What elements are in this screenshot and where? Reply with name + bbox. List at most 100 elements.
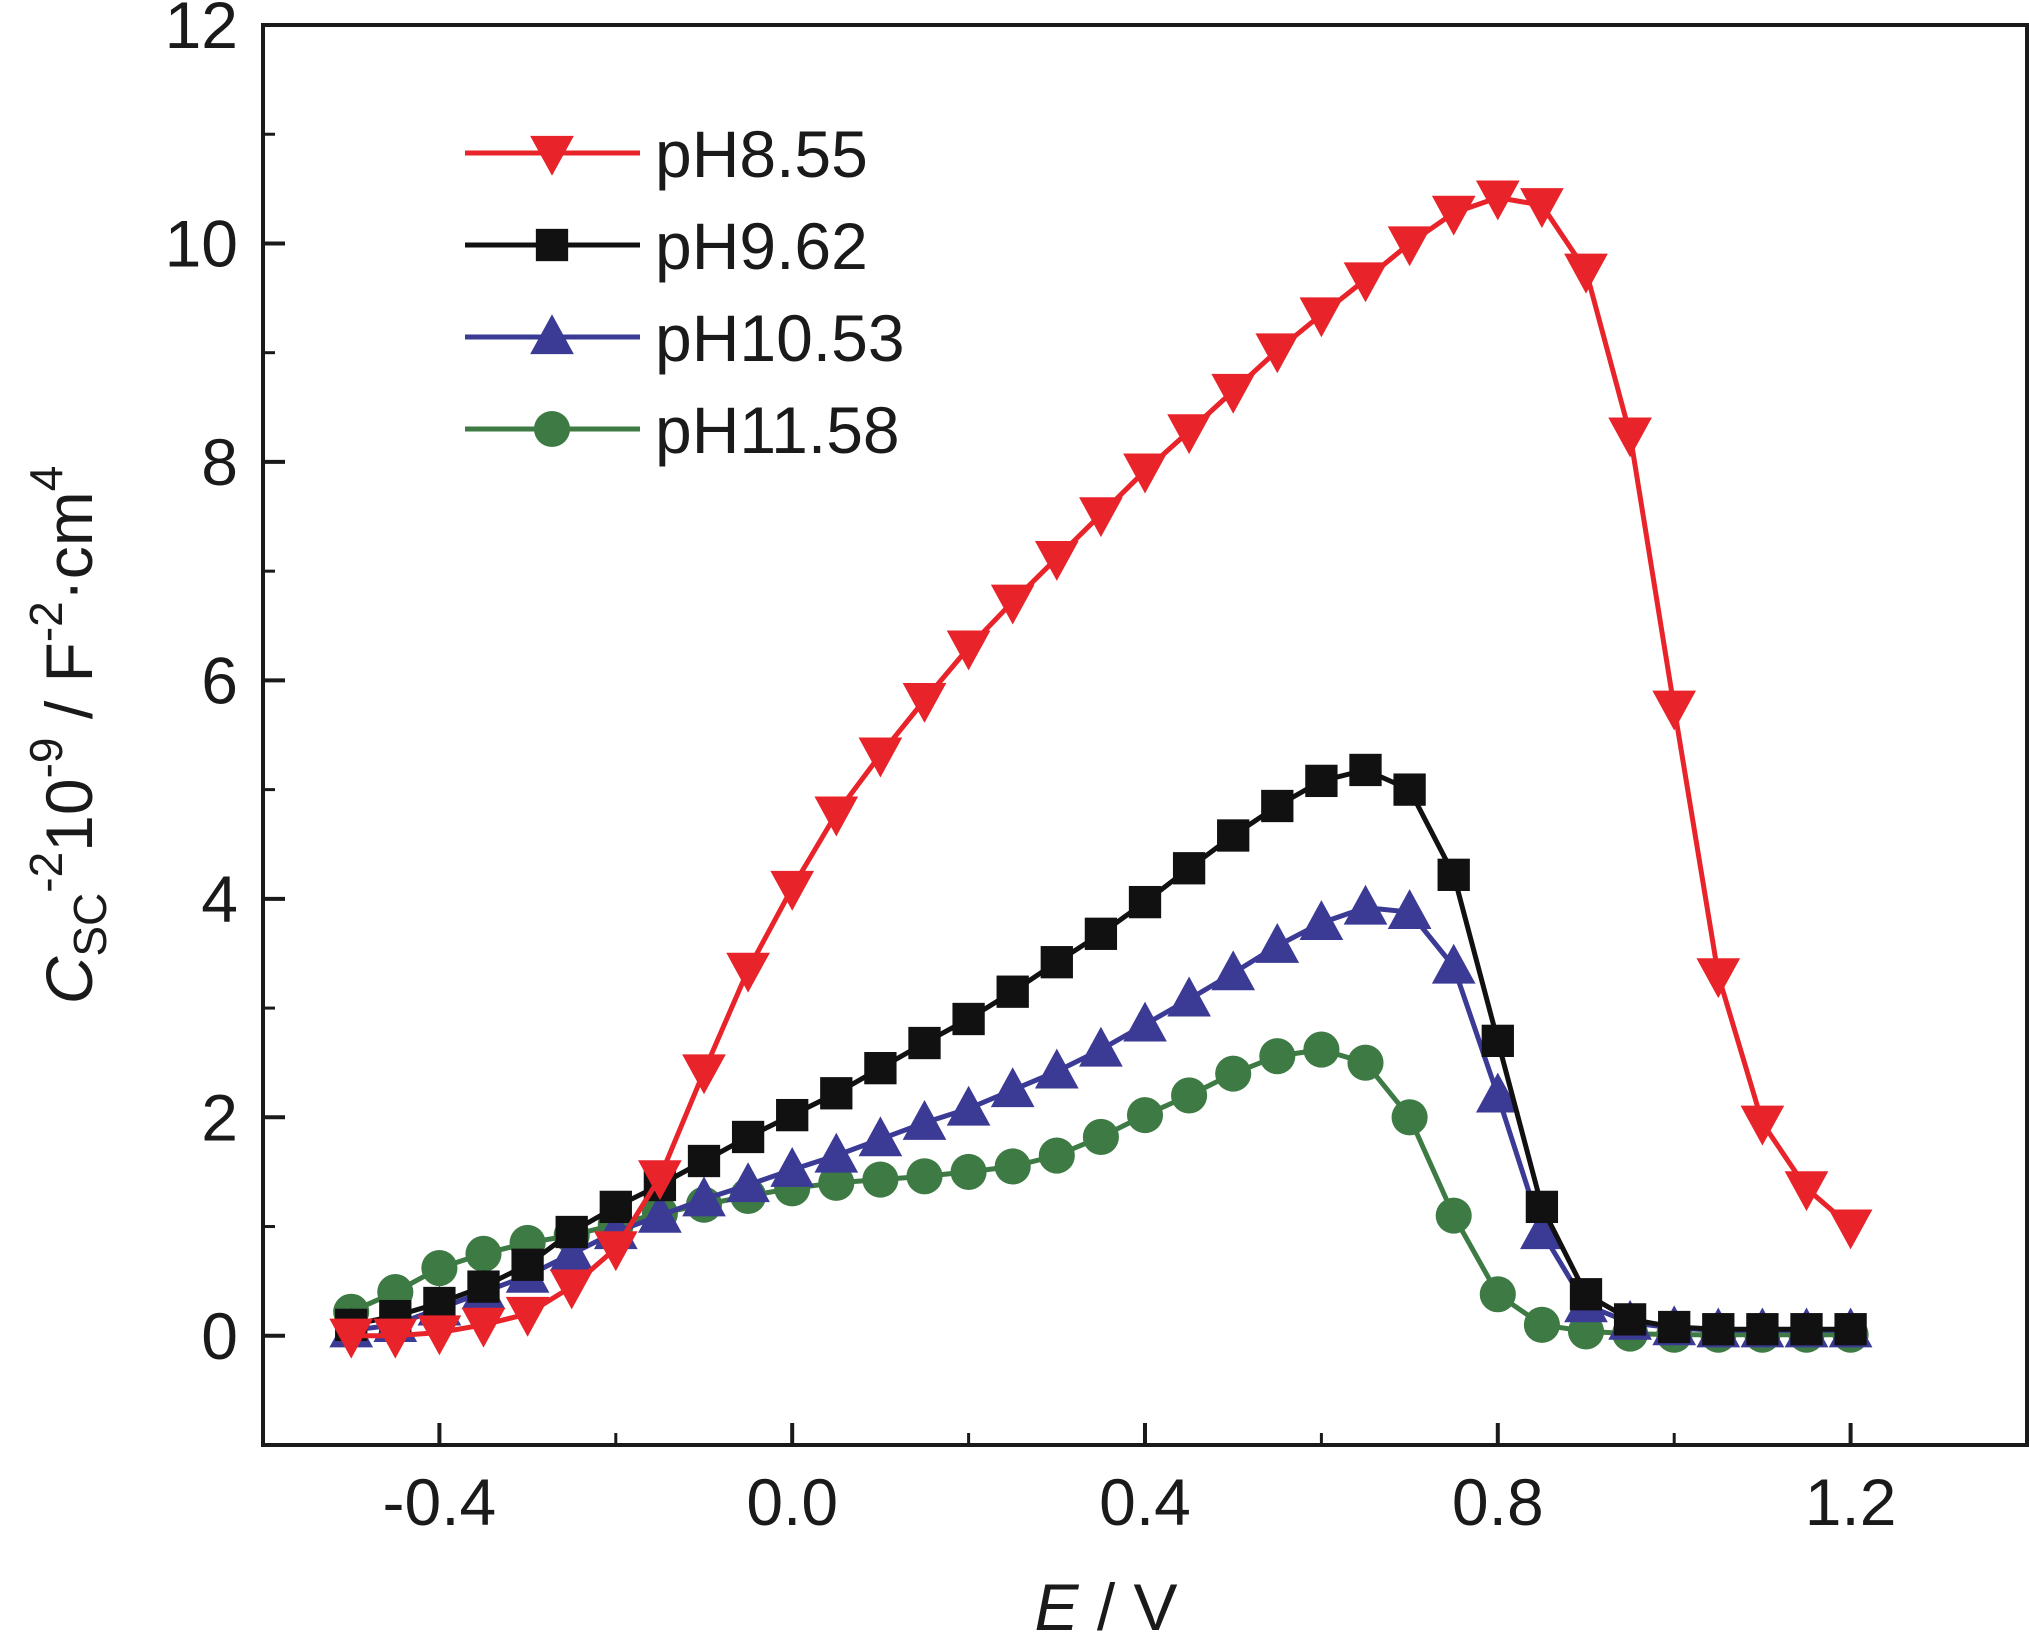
data-point <box>1828 1209 1873 1250</box>
legend-label: pH11.58 <box>655 393 900 467</box>
data-point <box>814 796 859 837</box>
series-pH8.55 <box>329 180 1873 1359</box>
data-point <box>1520 1209 1564 1250</box>
data-point <box>1040 946 1073 979</box>
data-point <box>858 1116 903 1157</box>
data-point <box>1608 417 1652 458</box>
data-point <box>1564 253 1608 294</box>
data-point <box>1211 950 1256 991</box>
data-point <box>990 1067 1035 1108</box>
data-point <box>1437 858 1470 891</box>
legend-label: pH8.55 <box>655 117 868 191</box>
data-point <box>1475 180 1520 221</box>
data-point <box>731 1120 765 1154</box>
y-axis-title: CSC-210-9 / F-2·cm4 <box>20 466 116 1005</box>
data-point <box>1387 226 1432 267</box>
data-point <box>599 1190 632 1224</box>
data-point <box>1215 1055 1252 1092</box>
data-point <box>1479 1276 1516 1313</box>
x-tick-label: 0.8 <box>1452 1465 1544 1539</box>
data-point <box>465 1235 502 1272</box>
data-point <box>1034 1048 1079 1089</box>
data-point <box>994 1148 1031 1185</box>
y-tick-label: 6 <box>201 643 238 717</box>
data-point <box>467 1270 500 1303</box>
data-point <box>1652 690 1697 731</box>
data-point <box>1435 1197 1472 1234</box>
legend-marker <box>530 314 574 355</box>
data-point <box>770 1146 815 1187</box>
data-point <box>505 1296 550 1337</box>
data-point <box>1746 1313 1779 1346</box>
data-point <box>1525 1190 1559 1224</box>
data-point <box>990 584 1035 625</box>
data-point <box>1613 1303 1647 1336</box>
data-point <box>908 1026 941 1060</box>
data-point <box>1740 1105 1785 1146</box>
data-point <box>638 1160 682 1201</box>
data-point <box>1084 917 1118 950</box>
data-point <box>329 1318 374 1359</box>
data-point <box>818 1164 855 1201</box>
data-point <box>1167 976 1211 1017</box>
data-point <box>638 1192 682 1233</box>
legend-item: pH11.58 <box>465 393 900 467</box>
x-axis-title: E / V <box>1034 1570 1177 1644</box>
data-point <box>776 1098 809 1132</box>
data-point <box>549 1231 594 1271</box>
data-point <box>858 737 903 778</box>
legend-marker <box>530 135 574 176</box>
data-point <box>1305 764 1338 798</box>
data-point <box>1299 297 1344 338</box>
data-point <box>1171 1077 1208 1114</box>
data-point <box>1303 1031 1340 1068</box>
data-point <box>906 1158 943 1195</box>
data-point <box>952 1002 985 1036</box>
data-point <box>1702 1313 1735 1346</box>
y-tick-label: 4 <box>201 862 238 936</box>
data-point <box>1172 852 1206 885</box>
data-point <box>770 870 815 911</box>
data-point <box>996 975 1029 1008</box>
data-point <box>1481 1024 1514 1057</box>
data-point <box>1567 1313 1605 1350</box>
data-point <box>687 1144 721 1178</box>
legend-marker <box>533 410 571 448</box>
data-point <box>946 1085 991 1126</box>
data-point <box>820 1077 853 1110</box>
data-point <box>1475 1072 1520 1113</box>
data-point <box>902 682 947 723</box>
data-point <box>1784 1171 1829 1212</box>
data-point <box>373 1318 418 1359</box>
legend-marker <box>535 228 569 262</box>
y-tick-label: 10 <box>165 206 238 280</box>
data-point <box>726 952 770 993</box>
data-point <box>1034 540 1079 581</box>
data-point <box>946 630 991 671</box>
data-point <box>950 1153 987 1190</box>
data-point <box>1123 453 1167 494</box>
data-point <box>1082 1118 1119 1156</box>
data-point <box>417 1315 462 1356</box>
series-line <box>351 195 1853 1339</box>
data-point <box>1696 958 1741 999</box>
data-point <box>1126 1097 1164 1134</box>
data-point <box>1299 900 1344 940</box>
data-point <box>1523 1306 1560 1343</box>
data-point <box>1128 885 1162 919</box>
y-tick-label: 8 <box>201 425 238 499</box>
x-tick-label: -0.4 <box>383 1465 497 1539</box>
data-point <box>511 1248 544 1281</box>
data-point <box>1343 884 1388 925</box>
data-point <box>1569 1278 1603 1311</box>
legend-item: pH8.55 <box>465 117 868 191</box>
data-point <box>1393 773 1426 806</box>
data-point <box>1079 497 1123 538</box>
data-point <box>1391 1099 1428 1136</box>
y-tick-label: 0 <box>201 1299 238 1373</box>
legend-item: pH9.62 <box>465 209 868 283</box>
data-point <box>1349 753 1382 787</box>
series-layer <box>329 180 1873 1359</box>
